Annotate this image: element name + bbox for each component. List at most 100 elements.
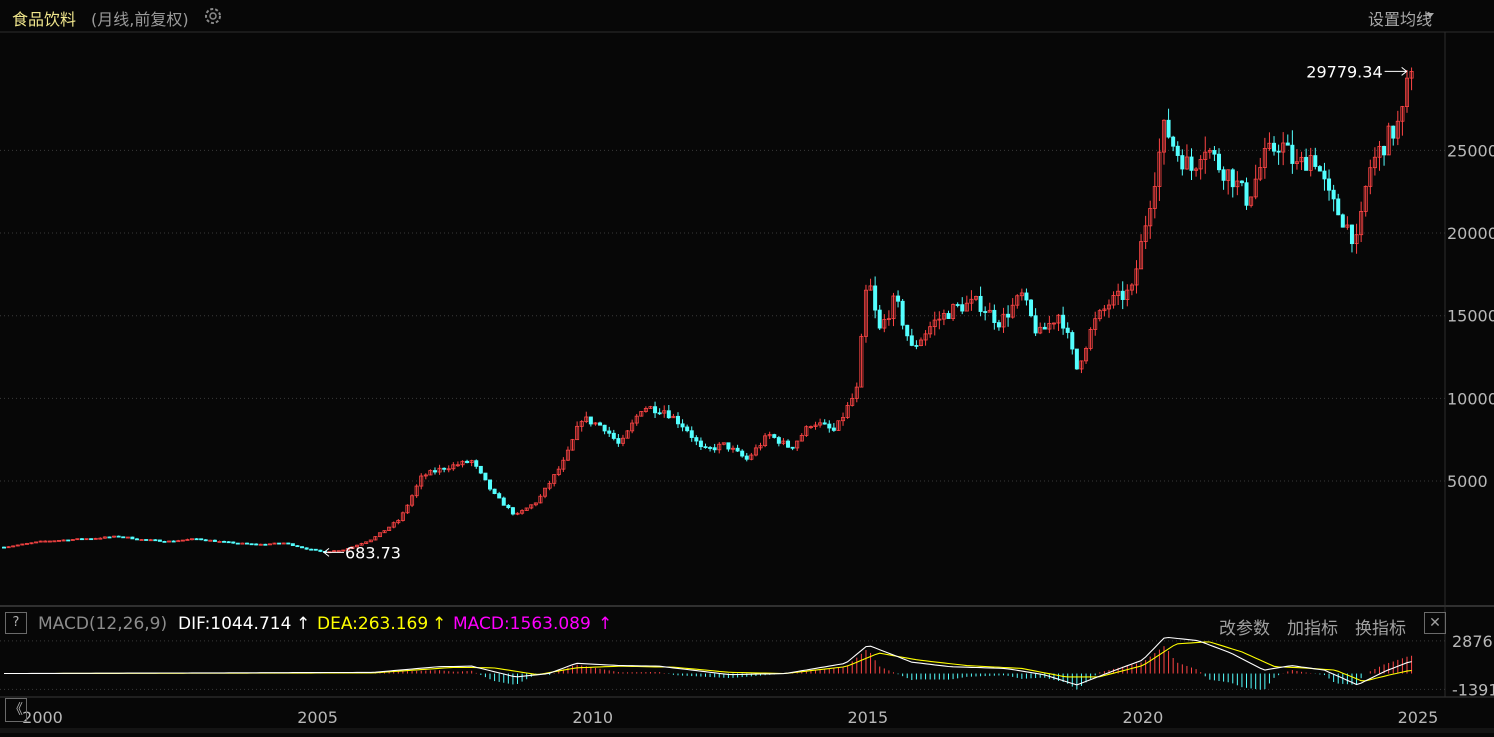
candle-body — [1111, 295, 1116, 306]
candle-body — [89, 538, 94, 541]
dif-value: DIF:1044.714 — [178, 614, 292, 634]
candle-body — [226, 541, 231, 544]
candle-body — [432, 470, 437, 473]
candle-body — [868, 285, 873, 291]
candle-body — [666, 410, 671, 419]
add-indicator-button[interactable]: 加指标 — [1287, 619, 1338, 639]
candle-body — [1368, 167, 1373, 187]
candle-body — [1194, 168, 1199, 171]
candle-body — [721, 442, 726, 445]
candle-body — [1294, 161, 1299, 164]
candle-body — [565, 449, 570, 461]
candle-body — [139, 539, 144, 541]
candle-body — [112, 535, 117, 538]
candle-body — [405, 504, 410, 514]
y-tick-label: 20000 — [1447, 224, 1494, 243]
gear-icon[interactable] — [203, 6, 223, 26]
x-tick-label: 2005 — [297, 708, 338, 727]
candle-body — [203, 539, 208, 542]
candle-body — [1272, 142, 1277, 152]
candle-body — [1084, 347, 1089, 362]
candle-body — [24, 543, 29, 545]
candle-body — [598, 422, 603, 426]
candle-body — [1139, 241, 1144, 270]
candle-body — [258, 543, 263, 546]
candle-body — [61, 539, 66, 542]
candle-body — [726, 442, 731, 450]
candle-body — [1152, 186, 1157, 209]
candle-body — [625, 430, 630, 439]
candle-body — [125, 536, 130, 539]
candle-body — [176, 540, 181, 543]
candle-body — [685, 426, 690, 432]
candle-body — [808, 426, 813, 428]
y-tick-label: 10000 — [1447, 389, 1494, 408]
candle-body — [1409, 71, 1414, 79]
close-icon[interactable]: ✕ — [1424, 612, 1446, 634]
candle-body — [772, 434, 777, 438]
candle-body — [1304, 156, 1309, 171]
candle-body — [231, 541, 236, 544]
candle-body — [987, 309, 992, 313]
candle-body — [1106, 304, 1111, 310]
candle-body — [382, 530, 387, 534]
candle-body — [1125, 289, 1130, 300]
scroll-left-button[interactable]: 《 — [5, 698, 27, 722]
candle-body — [1221, 169, 1226, 181]
candle-body — [368, 539, 373, 543]
candle-body — [1143, 225, 1148, 243]
candle-body — [1180, 155, 1185, 170]
candle-body — [1161, 119, 1166, 153]
candle-body — [52, 540, 57, 543]
change-params-button[interactable]: 改参数 — [1219, 619, 1270, 639]
candle-body — [914, 345, 919, 347]
candle-body — [194, 538, 199, 541]
candle-body — [455, 464, 460, 467]
index-title[interactable]: 食品饮料 — [12, 10, 77, 29]
candle-body — [460, 460, 465, 466]
candle-body — [964, 302, 969, 312]
candle-body — [992, 309, 997, 323]
candle-body — [263, 543, 268, 546]
x-tick-label: 2010 — [572, 708, 613, 727]
candle-body — [863, 289, 868, 337]
candle-body — [29, 542, 34, 545]
candle-body — [620, 437, 625, 444]
candle-body — [758, 445, 763, 449]
chevron-down-icon[interactable] — [1426, 13, 1434, 18]
candle-body — [373, 536, 378, 541]
set-moving-average-button[interactable]: 设置均线 — [1367, 10, 1432, 29]
candle-body — [941, 313, 946, 320]
candle-body — [410, 495, 415, 506]
bottom-tab-strip — [0, 728, 1494, 733]
candle-body — [217, 540, 222, 543]
candle-body — [153, 539, 158, 542]
candle-body — [786, 440, 791, 448]
candle-body — [332, 550, 337, 553]
candle-body — [1322, 170, 1327, 180]
candle-body — [1290, 144, 1295, 164]
candle-body — [529, 504, 534, 509]
candle-body — [675, 415, 680, 425]
candle-body — [290, 543, 295, 547]
candle-body — [781, 440, 786, 444]
candle-body — [1308, 155, 1313, 171]
switch-indicator-button[interactable]: 换指标 — [1355, 619, 1406, 639]
candle-body — [983, 311, 988, 313]
macd-indicator-name[interactable]: MACD(12,26,9) — [38, 614, 168, 634]
candle-body — [442, 467, 447, 470]
candle-body — [20, 543, 25, 546]
candle-body — [167, 540, 172, 543]
candle-body — [827, 423, 832, 429]
candle-body — [552, 474, 557, 484]
candle-body — [1207, 150, 1212, 153]
help-button[interactable]: ? — [5, 612, 27, 634]
candle-body — [235, 542, 240, 545]
candle-body — [1061, 314, 1066, 329]
candle-body — [731, 447, 736, 450]
candle-body — [873, 285, 878, 311]
candle-body — [611, 432, 616, 439]
candle-body — [1230, 169, 1235, 188]
